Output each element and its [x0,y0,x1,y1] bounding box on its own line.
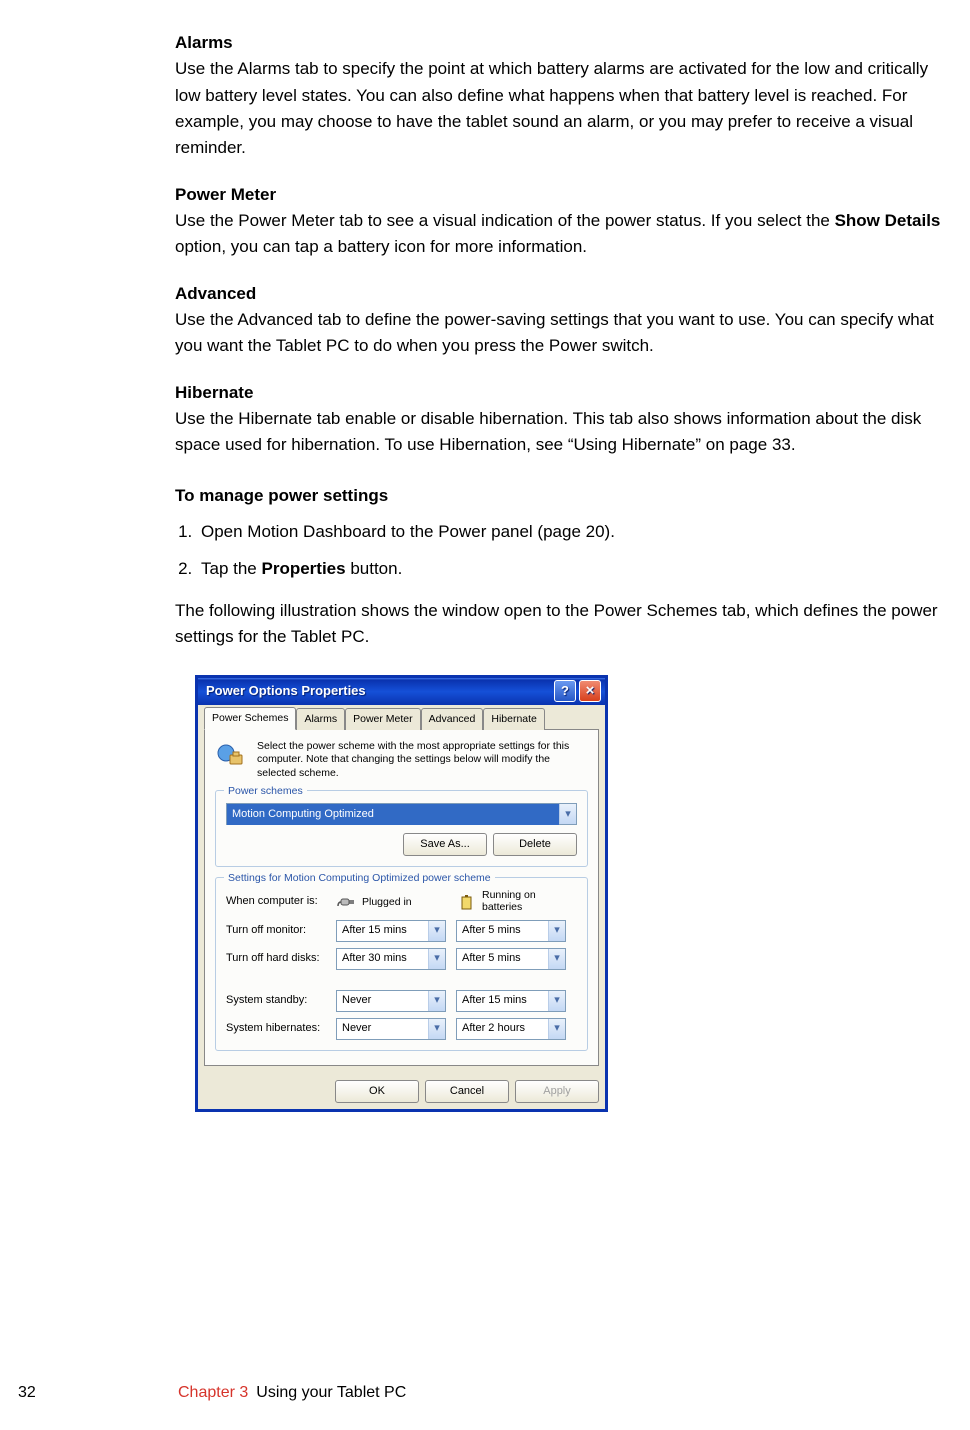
dialog-titlebar: Power Options Properties ? × [198,678,605,705]
scheme-combo[interactable]: Motion Computing Optimized ▾ [226,803,577,825]
tab-power-schemes[interactable]: Power Schemes [204,707,296,729]
dialog-title: Power Options Properties [206,681,366,701]
row1-battery-combo[interactable]: After 5 mins▾ [456,948,566,970]
procedure-head: To manage power settings [175,483,950,509]
pm-a: Use the Power Meter tab to see a visual … [175,211,835,230]
dialog-footer: OK Cancel Apply [198,1072,605,1109]
save-as-button[interactable]: Save As... [403,833,487,856]
row0-label: Turn off monitor: [226,922,326,939]
chevron-down-icon: ▾ [548,991,565,1011]
tab-advanced[interactable]: Advanced [421,708,484,729]
row3-plugged: Never [337,1018,428,1039]
step-1: Open Motion Dashboard to the Power panel… [197,519,950,545]
body-alarms: Use the Alarms tab to specify the point … [175,56,950,161]
illustration-intro: The following illustration shows the win… [175,598,950,651]
row2-battery: After 15 mins [457,990,548,1011]
body-powermeter: Use the Power Meter tab to see a visual … [175,208,950,261]
ok-button[interactable]: OK [335,1080,419,1103]
chapter-title: Using your Tablet PC [256,1381,406,1406]
plug-icon [336,891,358,913]
chapter-label: Chapter 3 [178,1381,248,1406]
chevron-down-icon: ▾ [548,1019,565,1039]
apply-button[interactable]: Apply [515,1080,599,1103]
body-hibernate: Use the Hibernate tab enable or disable … [175,406,950,459]
group-power-schemes: Power schemes Motion Computing Optimized… [215,790,588,867]
row0-battery-combo[interactable]: After 5 mins▾ [456,920,566,942]
chevron-down-icon: ▾ [428,991,445,1011]
row2-plugged: Never [337,990,428,1011]
tab-hibernate[interactable]: Hibernate [483,708,545,729]
row3-battery: After 2 hours [457,1018,548,1039]
row0-battery: After 5 mins [457,920,548,941]
heading-alarms: Alarms [175,30,950,56]
row1-battery: After 5 mins [457,948,548,969]
tab-power-meter[interactable]: Power Meter [345,708,421,729]
close-button[interactable]: × [579,680,601,702]
row0-plugged: After 15 mins [337,920,428,941]
s2a: Tap the [201,559,262,578]
help-button[interactable]: ? [554,680,576,702]
heading-powermeter: Power Meter [175,182,950,208]
power-options-dialog: Power Options Properties ? × Power Schem… [195,675,608,1112]
page-number: 32 [0,1381,78,1406]
heading-hibernate: Hibernate [175,380,950,406]
settings-grid: When computer is: Plugged in [226,890,577,1039]
step-2: Tap the Properties button. [197,556,950,582]
row3-label: System hibernates: [226,1020,326,1037]
chevron-down-icon: ▾ [428,949,445,969]
row0-plugged-combo[interactable]: After 15 mins▾ [336,920,446,942]
chevron-down-icon: ▾ [548,949,565,969]
col2b: batteries [482,901,522,913]
s2bold: Properties [262,559,346,578]
pm-b: option, you can tap a battery icon for m… [175,237,587,256]
chevron-down-icon: ▾ [428,1019,445,1039]
procedure-steps: Open Motion Dashboard to the Power panel… [175,519,950,582]
col2a: Running on [482,889,536,901]
s2b: button. [346,559,403,578]
page-footer: 32 Chapter 3 Using your Tablet PC [0,1381,970,1406]
document-page: Alarms Use the Alarms tab to specify the… [0,0,970,1112]
tab-strip: Power Schemes Alarms Power Meter Advance… [204,709,599,729]
scheme-icon [215,740,247,772]
pm-bold: Show Details [835,211,941,230]
cancel-button[interactable]: Cancel [425,1080,509,1103]
row1-plugged-combo[interactable]: After 30 mins▾ [336,948,446,970]
legend-schemes: Power schemes [224,783,307,799]
delete-button[interactable]: Delete [493,833,577,856]
heading-advanced: Advanced [175,281,950,307]
chevron-down-icon: ▾ [548,921,565,941]
dialog-body: Power Schemes Alarms Power Meter Advance… [198,705,605,1072]
body-advanced: Use the Advanced tab to define the power… [175,307,950,360]
chevron-down-icon: ▾ [428,921,445,941]
row2-battery-combo[interactable]: After 15 mins▾ [456,990,566,1012]
intro-text: Select the power scheme with the most ap… [257,740,588,781]
hdr-plugged: Plugged in [336,891,446,913]
row3-plugged-combo[interactable]: Never▾ [336,1018,446,1040]
row2-label: System standby: [226,992,326,1009]
row1-label: Turn off hard disks: [226,950,326,967]
tab-alarms[interactable]: Alarms [296,708,345,729]
scheme-value: Motion Computing Optimized [227,804,559,825]
tab-panel: Select the power scheme with the most ap… [204,729,599,1066]
battery-icon [456,891,478,913]
group-settings: Settings for Motion Computing Optimized … [215,877,588,1050]
legend-settings: Settings for Motion Computing Optimized … [224,870,495,886]
chevron-down-icon: ▾ [559,804,576,824]
label-when: When computer is: [226,893,326,910]
row3-battery-combo[interactable]: After 2 hours▾ [456,1018,566,1040]
row2-plugged-combo[interactable]: Never▾ [336,990,446,1012]
hdr-battery-label: Running on batteries [482,890,536,913]
row1-plugged: After 30 mins [337,948,428,969]
hdr-battery: Running on batteries [456,890,566,913]
hdr-plugged-label: Plugged in [362,894,412,910]
